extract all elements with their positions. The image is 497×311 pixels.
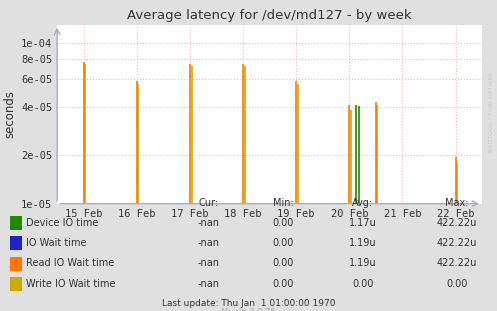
Text: Cur:: Cur: [199,198,219,208]
Text: 0.00: 0.00 [272,238,294,248]
Text: Device IO time: Device IO time [26,218,98,228]
Text: -nan: -nan [198,238,220,248]
Text: -nan: -nan [198,258,220,268]
Text: 1.19u: 1.19u [349,258,377,268]
Text: 0.00: 0.00 [272,279,294,289]
Text: 0.00: 0.00 [272,218,294,228]
Text: -nan: -nan [198,279,220,289]
Y-axis label: seconds: seconds [4,90,17,138]
Text: Read IO Wait time: Read IO Wait time [26,258,114,268]
Text: Munin 2.0.75: Munin 2.0.75 [221,308,276,311]
Text: 0.00: 0.00 [352,279,374,289]
Text: -nan: -nan [198,218,220,228]
Text: IO Wait time: IO Wait time [26,238,86,248]
Text: Write IO Wait time: Write IO Wait time [26,279,115,289]
Text: Min:: Min: [273,198,294,208]
Text: 422.22u: 422.22u [437,258,478,268]
Text: 422.22u: 422.22u [437,218,478,228]
Text: 422.22u: 422.22u [437,238,478,248]
Title: Average latency for /dev/md127 - by week: Average latency for /dev/md127 - by week [127,9,412,22]
Text: 1.17u: 1.17u [349,218,377,228]
Text: RRDTOOL / TOBI OETIKER: RRDTOOL / TOBI OETIKER [488,72,493,152]
Text: Avg:: Avg: [352,198,373,208]
Text: 0.00: 0.00 [272,258,294,268]
Text: 0.00: 0.00 [446,279,468,289]
Text: Last update: Thu Jan  1 01:00:00 1970: Last update: Thu Jan 1 01:00:00 1970 [162,299,335,308]
Text: Max:: Max: [445,198,469,208]
Text: 1.19u: 1.19u [349,238,377,248]
